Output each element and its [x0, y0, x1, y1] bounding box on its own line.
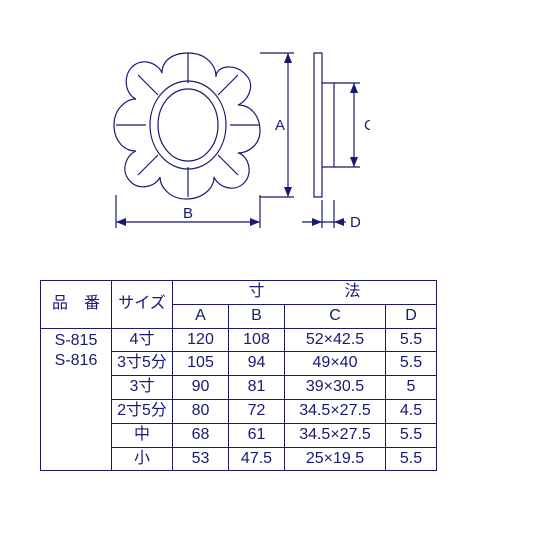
- td-c: 34.5×27.5: [285, 399, 386, 423]
- td-d: 5.5: [386, 328, 437, 352]
- td-b: 81: [229, 376, 285, 400]
- td-a: 68: [173, 423, 229, 447]
- td-a: 120: [173, 328, 229, 352]
- spec-table: 品 番サイズ寸 法ABCDS-815S-8164寸12010852×42.55.…: [40, 280, 437, 471]
- td-c: 39×30.5: [285, 376, 386, 400]
- th-d: D: [386, 304, 437, 328]
- dim-label-d: D: [350, 214, 361, 231]
- td-partno: S-815S-816: [41, 328, 112, 471]
- td-b: 47.5: [229, 447, 285, 471]
- th-partno: 品 番: [41, 281, 112, 329]
- dimension-diagram: A B C: [110, 30, 370, 245]
- td-b: 108: [229, 328, 285, 352]
- td-d: 5.5: [386, 447, 437, 471]
- td-a: 80: [173, 399, 229, 423]
- td-d: 5: [386, 376, 437, 400]
- td-c: 49×40: [285, 352, 386, 376]
- td-size: 4寸: [112, 328, 173, 352]
- td-a: 53: [173, 447, 229, 471]
- td-b: 94: [229, 352, 285, 376]
- th-size: サイズ: [112, 281, 173, 329]
- th-dimensions: 寸 法: [173, 281, 437, 305]
- th-c: C: [285, 304, 386, 328]
- td-size: 3寸5分: [112, 352, 173, 376]
- td-size: 2寸5分: [112, 399, 173, 423]
- td-a: 90: [173, 376, 229, 400]
- td-d: 4.5: [386, 399, 437, 423]
- td-size: 中: [112, 423, 173, 447]
- td-b: 61: [229, 423, 285, 447]
- part-number: S-815: [41, 331, 111, 352]
- dim-label-b: B: [183, 205, 193, 222]
- td-d: 5.5: [386, 352, 437, 376]
- td-c: 52×42.5: [285, 328, 386, 352]
- part-number: S-816: [41, 351, 111, 372]
- th-a: A: [173, 304, 229, 328]
- dim-label-c: C: [364, 117, 370, 134]
- dim-label-a: A: [275, 117, 285, 134]
- td-size: 小: [112, 447, 173, 471]
- td-c: 25×19.5: [285, 447, 386, 471]
- th-b: B: [229, 304, 285, 328]
- td-c: 34.5×27.5: [285, 423, 386, 447]
- td-size: 3寸: [112, 376, 173, 400]
- td-b: 72: [229, 399, 285, 423]
- td-a: 105: [173, 352, 229, 376]
- td-d: 5.5: [386, 423, 437, 447]
